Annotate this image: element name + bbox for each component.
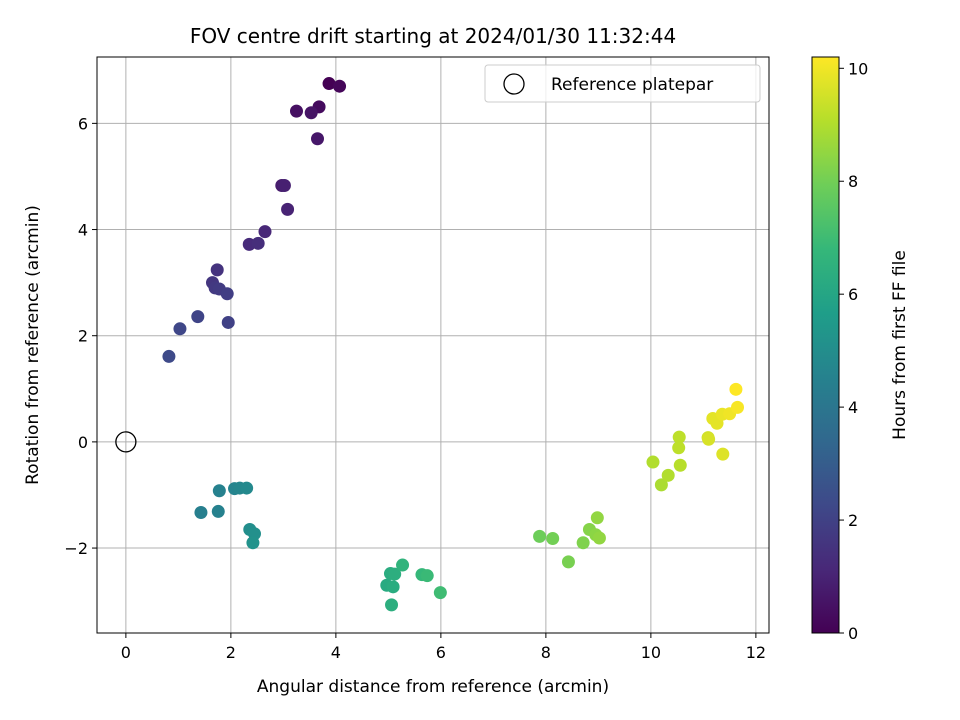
x-tick-label: 6 <box>436 643 446 662</box>
scatter-point <box>661 468 675 482</box>
scatter-point <box>304 106 318 120</box>
colorbar-tick-label: 8 <box>848 172 858 191</box>
y-tick-label: 2 <box>78 327 88 346</box>
scatter-point <box>533 529 547 543</box>
x-axis-ticks: 0 2 4 6 8 10 12 <box>121 633 766 662</box>
scatter-point <box>646 455 660 469</box>
scatter-point <box>576 536 590 550</box>
colorbar-title: Hours from first FF file <box>890 250 910 440</box>
scatter-point <box>191 310 205 324</box>
scatter-point <box>211 504 225 518</box>
y-axis-ticks: −2 0 2 4 6 <box>64 114 97 558</box>
y-axis-title: Rotation from reference (arcmin) <box>23 205 43 485</box>
scatter-point <box>281 202 295 216</box>
grid <box>97 57 769 633</box>
scatter-point <box>210 263 224 277</box>
colorbar-gradient <box>811 56 840 634</box>
scatter-point <box>420 569 434 583</box>
scatter-point <box>386 580 400 594</box>
scatter-point <box>561 555 575 569</box>
y-tick-label: 4 <box>78 221 88 240</box>
plot-frame <box>96 56 770 634</box>
scatter-point <box>290 104 303 118</box>
scatter-point <box>311 132 324 146</box>
x-tick-label: 8 <box>541 643 551 662</box>
colorbar: 0 2 4 6 8 10 Hours from first FF file <box>811 56 910 643</box>
scatter-point <box>729 382 743 396</box>
colorbar-tick-label: 10 <box>848 59 868 78</box>
x-tick-label: 10 <box>641 643 661 662</box>
legend-box <box>484 64 761 103</box>
y-tick-label: 0 <box>78 433 88 452</box>
scatter-point <box>433 586 447 600</box>
scatter-point <box>590 511 604 525</box>
scatter-point <box>673 458 687 472</box>
scatter-point <box>654 478 668 492</box>
scatter-point <box>220 287 234 301</box>
scatter-point <box>731 400 744 414</box>
scatter-point <box>546 532 560 546</box>
colorbar-tick-label: 2 <box>848 511 858 530</box>
y-tick-label: −2 <box>64 539 88 558</box>
colorbar-tick-label: 4 <box>848 398 858 417</box>
scatter-point <box>240 481 254 495</box>
legend-reference-marker <box>503 73 525 95</box>
colorbar-ticks: 0 2 4 6 8 10 <box>839 59 868 643</box>
scatter-point <box>246 536 260 550</box>
data-points <box>115 77 744 612</box>
x-tick-label: 12 <box>746 643 766 662</box>
scatter-point <box>702 432 716 446</box>
x-tick-label: 2 <box>226 643 236 662</box>
colorbar-tick-label: 0 <box>848 624 858 643</box>
x-tick-label: 0 <box>121 643 131 662</box>
x-tick-label: 4 <box>331 643 341 662</box>
x-axis-title: Angular distance from reference (arcmin) <box>257 677 609 697</box>
scatter-point <box>592 531 606 545</box>
reference-platepar-marker <box>115 431 137 453</box>
scatter-point <box>333 79 347 93</box>
scatter-point <box>672 430 686 444</box>
scatter-point <box>385 598 399 612</box>
legend-label: Reference platepar <box>551 75 713 95</box>
scatter-point <box>322 77 336 91</box>
y-tick-label: 6 <box>78 114 88 133</box>
scatter-point <box>221 315 235 329</box>
scatter-point <box>672 441 686 455</box>
scatter-point <box>251 236 265 250</box>
scatter-point <box>388 567 402 581</box>
scatter-point <box>194 505 208 519</box>
scatter-point <box>162 349 176 363</box>
scatter-point <box>716 447 730 461</box>
scatter-point <box>396 558 410 572</box>
scatter-point <box>258 225 272 239</box>
scatter-point <box>212 484 226 498</box>
scatter-point <box>173 322 187 336</box>
legend: Reference platepar <box>484 64 761 103</box>
colorbar-tick-label: 6 <box>848 285 858 304</box>
chart-title: FOV centre drift starting at 2024/01/30 … <box>190 24 676 48</box>
scatter-point <box>277 178 291 192</box>
